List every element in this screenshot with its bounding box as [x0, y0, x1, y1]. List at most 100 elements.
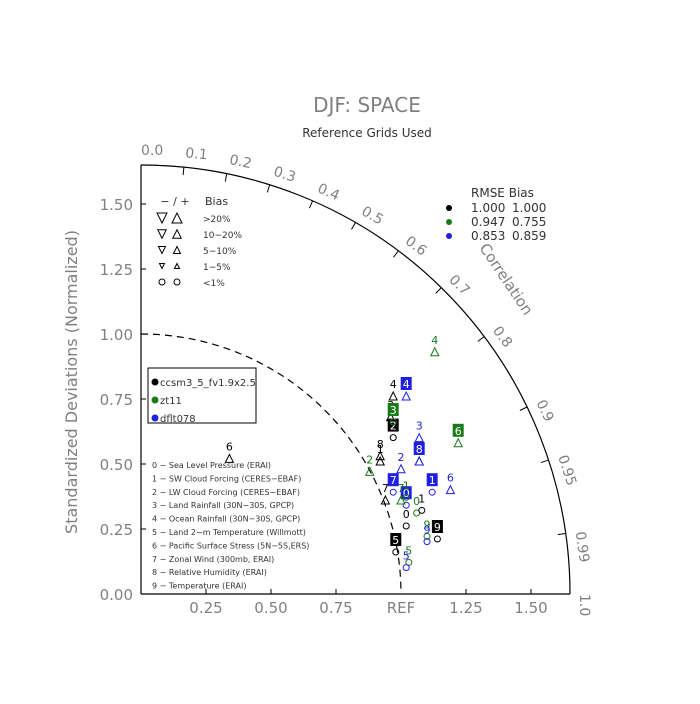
bias-value: 0.755	[512, 215, 546, 229]
circle-marker	[402, 564, 410, 572]
data-point: 0	[402, 508, 410, 530]
circle-icon	[158, 278, 166, 286]
circle-marker	[423, 532, 431, 540]
variable-list-item: 6 − Pacific Surface Stress (5N−5S,ERS)	[152, 541, 309, 550]
variable-list-item: 4 − Ocean Rainfall (30N−30S, GPCP)	[152, 515, 300, 524]
rmse-value: 0.947	[471, 215, 505, 229]
triangle-marker	[224, 453, 235, 463]
correlation-tick-mark	[519, 406, 528, 411]
correlation-tick-label: 0.9	[533, 397, 557, 424]
data-point: 2	[364, 453, 375, 476]
series-dot-icon	[446, 233, 452, 239]
rmse-table-header: RMSE Bias	[471, 186, 534, 200]
triangle-down-icon	[158, 263, 166, 270]
data-point: 5	[402, 550, 410, 572]
data-point: 7	[396, 482, 406, 505]
data-point: 0	[400, 486, 412, 509]
y-tick-label: 0.25	[100, 521, 133, 539]
series-dot-icon	[151, 396, 159, 404]
data-points: 0001111222333444555666777888999	[224, 334, 464, 572]
correlation-tick-label: 0.4	[315, 181, 342, 205]
data-point-label-box	[413, 442, 425, 455]
ref-label: REF	[387, 599, 416, 617]
data-point: 5	[390, 533, 402, 556]
data-point-label: 0	[403, 487, 410, 500]
data-point-label: 4	[431, 334, 438, 347]
circle-marker	[389, 488, 397, 496]
correlation-tick-label: 0.7	[446, 272, 473, 299]
data-point: 1	[402, 479, 410, 501]
x-tick-label: 1.25	[449, 599, 482, 617]
data-point-label: 0	[413, 495, 420, 508]
data-point: 2	[396, 451, 406, 474]
correlation-tick-label: 1.0	[576, 594, 592, 616]
data-point: 6	[224, 440, 235, 463]
circle-marker	[418, 506, 426, 514]
triangle-up-icon	[171, 228, 183, 239]
y-tick-label: 1.50	[100, 196, 133, 214]
y-tick-labels: 0.00 0.25 0.50 0.75 1.00 1.25 1.50	[100, 196, 146, 604]
data-point-label-box	[387, 473, 399, 487]
correlation-label: Correlation	[476, 240, 537, 319]
chart-title: DJF: SPACE	[313, 93, 421, 117]
bias-legend: − / + Bias >20% 10−20% 5−10% 1−5% <1%	[156, 195, 242, 289]
circle-marker	[433, 535, 441, 543]
axes-group	[140, 164, 571, 595]
series-legend-label: ccsm3_5_fv1.9x2.5	[160, 378, 256, 389]
triangle-marker	[401, 390, 412, 401]
data-point-label: 9	[434, 521, 441, 534]
data-point: 3	[414, 420, 425, 443]
data-point-label: 8	[377, 438, 384, 451]
correlation-tick-mark	[477, 336, 485, 342]
bias-legend-header-right: Bias	[205, 195, 228, 208]
data-point: 4	[388, 378, 399, 401]
y-tick-label: 0.00	[100, 586, 133, 604]
series-dot-icon	[151, 378, 159, 386]
y-tick-label: 1.00	[100, 326, 133, 344]
triangle-down-icon	[156, 212, 168, 225]
data-point-label: 7	[398, 482, 405, 495]
data-point-label-box	[400, 377, 412, 390]
data-point-label: 3	[390, 404, 397, 417]
data-point-label-box	[400, 486, 412, 500]
series-legend-label: zt11	[160, 396, 182, 407]
data-point-label: 9	[424, 524, 431, 537]
bias-legend-rows: >20% 10−20% 5−10% 1−5% <1%	[156, 211, 242, 289]
triangle-up-icon	[171, 211, 183, 224]
data-point: 6	[452, 423, 464, 448]
triangle-marker	[380, 494, 391, 505]
correlation-tick-mark	[393, 250, 399, 258]
data-point: 7	[387, 473, 399, 496]
data-point: 2	[387, 418, 399, 442]
variable-list-item: 9 − Temperature (ERAI)	[152, 582, 246, 591]
data-point-label: 5	[392, 534, 399, 547]
correlation-tick-label: 0.3	[272, 164, 298, 186]
triangle-up-icon	[173, 262, 181, 269]
variable-list-item: 5 − Land 2−m Temperature (Willmott)	[152, 528, 306, 537]
data-point-label-box	[426, 473, 438, 487]
data-point-label: 4	[403, 378, 410, 391]
data-point-label: 1	[418, 492, 425, 505]
correlation-tick-mark	[540, 459, 549, 464]
series-legend-box	[147, 367, 257, 424]
data-point: 8	[375, 438, 386, 461]
circle-marker	[423, 538, 431, 546]
data-point: 4	[400, 377, 412, 401]
correlation-tick-label: 0.1	[185, 145, 209, 163]
triangle-down-icon	[157, 246, 167, 255]
data-point-label: 2	[398, 451, 405, 464]
variable-list-item: 7 − Zonal Wind (300mb, ERAI)	[152, 555, 274, 564]
data-point: 9	[423, 524, 431, 546]
triangle-up-icon	[172, 245, 182, 254]
rmse-value: 1.000	[471, 201, 505, 215]
data-point-label-box	[452, 423, 464, 437]
series-legend: ccsm3_5_fv1.9x2.5 zt11 dflt078	[147, 367, 257, 425]
x-tick-label: 1.50	[514, 599, 547, 617]
bias-legend-label: <1%	[203, 279, 225, 289]
data-point-label: 1	[403, 479, 410, 492]
correlation-tick-mark	[308, 200, 314, 209]
series-legend-label: dflt078	[160, 414, 196, 425]
triangle-marker	[414, 455, 425, 466]
triangle-marker	[414, 455, 425, 466]
